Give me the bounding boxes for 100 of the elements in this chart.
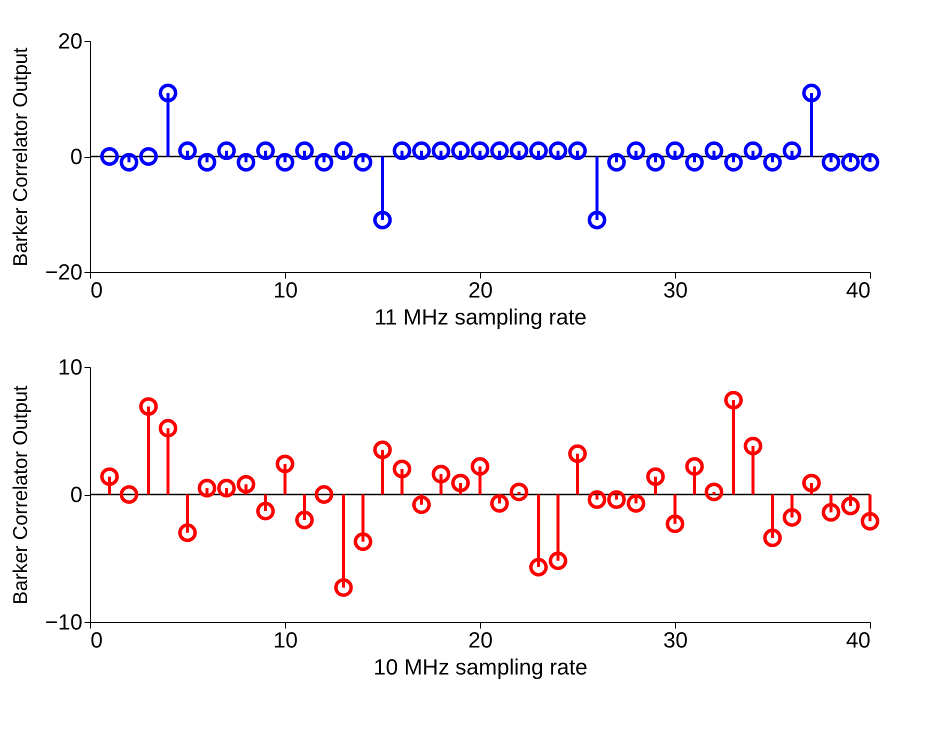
point [724, 390, 743, 410]
point [588, 210, 606, 230]
y-tick-label: −20 [45, 260, 82, 284]
point [314, 152, 334, 172]
point [822, 503, 840, 522]
point [548, 141, 568, 160]
point [626, 494, 646, 513]
point [139, 397, 158, 416]
y-axis-title: Barker Correlator Output [10, 385, 32, 604]
point [373, 210, 392, 230]
point [860, 512, 880, 531]
point [432, 464, 450, 484]
x-tick-label: 10 [273, 278, 298, 302]
point [451, 141, 470, 160]
point [685, 457, 704, 476]
point [178, 523, 197, 542]
x-tick-label: 40 [846, 278, 870, 302]
point [236, 152, 256, 172]
point [158, 84, 178, 102]
point [841, 496, 860, 516]
point [100, 467, 119, 486]
point [392, 460, 412, 478]
point [392, 141, 412, 160]
point [295, 510, 314, 530]
point [607, 490, 626, 509]
y-tick-label: 10 [58, 354, 82, 380]
y-tick-label: 0 [70, 144, 82, 169]
x-tick-label: 40 [846, 628, 870, 652]
x-tick-label: 30 [663, 628, 688, 652]
x-tick-label: 0 [90, 628, 103, 652]
point [782, 508, 802, 527]
point [314, 485, 334, 504]
point [860, 152, 880, 172]
point [490, 141, 509, 160]
point [354, 152, 372, 172]
x-tick-label: 20 [468, 278, 493, 302]
y-tick-label: 20 [58, 28, 82, 54]
point [744, 141, 762, 160]
point [373, 440, 392, 460]
point [510, 141, 528, 160]
point [704, 482, 724, 502]
point [276, 152, 294, 172]
point [666, 141, 684, 160]
point [626, 141, 646, 160]
point [529, 558, 548, 576]
point [646, 467, 665, 486]
point [100, 147, 119, 166]
point [841, 152, 860, 172]
x-tick-label: 30 [663, 278, 688, 302]
x-tick-label: 10 [273, 628, 298, 652]
point [529, 141, 548, 160]
point [295, 141, 314, 160]
point [548, 551, 568, 570]
point [217, 141, 236, 160]
point [470, 141, 490, 160]
point [607, 152, 626, 172]
point [802, 84, 821, 102]
point [236, 474, 256, 494]
point [744, 436, 762, 456]
point [724, 152, 743, 172]
point [276, 454, 294, 474]
point [646, 152, 665, 172]
point [334, 578, 353, 597]
point [178, 141, 197, 160]
point [412, 141, 431, 160]
point [568, 444, 587, 464]
x-tick-label: 20 [468, 628, 493, 652]
point [822, 152, 840, 172]
point [685, 152, 704, 172]
point [782, 141, 802, 160]
point [704, 141, 724, 160]
point [334, 141, 353, 160]
y-tick-label: −10 [45, 610, 82, 634]
point [139, 147, 158, 166]
point [588, 490, 606, 509]
point [217, 478, 236, 498]
x-tick-label: 0 [90, 278, 103, 302]
point [120, 485, 138, 504]
point [490, 494, 509, 513]
x-axis-title: 10 MHz sampling rate [374, 654, 588, 680]
point [256, 141, 275, 160]
point [510, 482, 528, 502]
point [470, 457, 490, 476]
point [256, 502, 275, 520]
point [451, 474, 470, 492]
point [158, 418, 178, 438]
point [763, 152, 782, 172]
point [568, 141, 587, 160]
y-axis-title: Barker Correlator Output [10, 47, 32, 266]
point [412, 495, 431, 514]
point [120, 152, 138, 172]
point [198, 152, 216, 172]
x-axis-title: 11 MHz sampling rate [374, 304, 587, 330]
point [354, 532, 372, 551]
point [802, 474, 821, 492]
y-tick-label: 0 [70, 482, 82, 507]
point [198, 478, 216, 498]
point [666, 514, 684, 534]
point [432, 141, 450, 160]
point [763, 528, 782, 548]
